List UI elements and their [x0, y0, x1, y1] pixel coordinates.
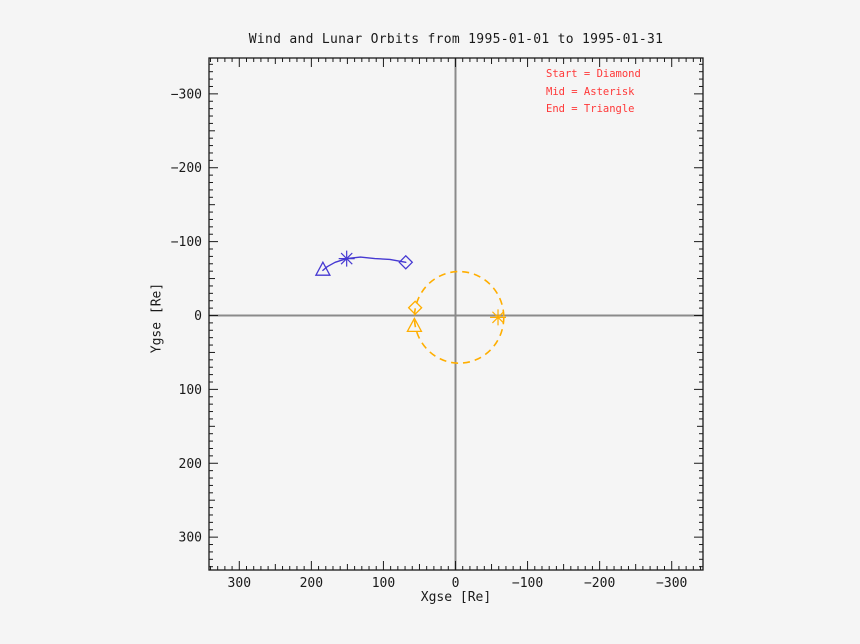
x-tick-label: 100	[372, 576, 395, 591]
x-tick-label: −300	[656, 576, 687, 591]
wind-orbit-end-triangle-marker	[314, 260, 331, 276]
lunar-orbit-start-diamond-marker	[407, 300, 423, 316]
y-tick-label: −100	[171, 235, 202, 250]
y-tick-label: 200	[179, 457, 202, 472]
y-tick-label: 300	[179, 531, 202, 546]
legend: Start = Diamond Mid = Asterisk End = Tri…	[546, 66, 641, 119]
legend-entry-start: Start = Diamond	[546, 68, 641, 80]
wind-orbit-mid-asterisk-marker-spoke	[340, 252, 353, 265]
plot-title: Wind and Lunar Orbits from 1995-01-01 to…	[248, 32, 664, 47]
lunar-orbit-end-triangle-marker	[406, 316, 423, 332]
y-tick-label: −200	[171, 161, 202, 176]
wind-orbit-start-diamond-marker	[398, 254, 414, 270]
x-axis-caption: Xgse [Re]	[420, 590, 492, 605]
legend-entry-end: End = Triangle	[546, 103, 635, 115]
x-tick-label: 0	[452, 576, 460, 591]
y-tick-label: 100	[179, 383, 202, 398]
lunar-orbit-mid-asterisk-marker-spoke	[491, 311, 505, 324]
y-tick-label: 0	[194, 309, 202, 324]
x-tick-label: −200	[584, 576, 615, 591]
y-axis-caption: Ygse [Re]	[149, 282, 165, 354]
x-tick-label: 200	[300, 576, 323, 591]
lunar-orbit-mid-asterisk-marker	[490, 309, 507, 326]
y-tick-label: −300	[171, 87, 202, 102]
legend-entry-mid: Mid = Asterisk	[546, 85, 635, 98]
x-tick-label: 300	[228, 576, 251, 591]
x-tick-label: −100	[512, 576, 543, 591]
wind-orbit-mid-asterisk-marker	[338, 250, 355, 267]
wind-orbit-path	[322, 256, 407, 272]
